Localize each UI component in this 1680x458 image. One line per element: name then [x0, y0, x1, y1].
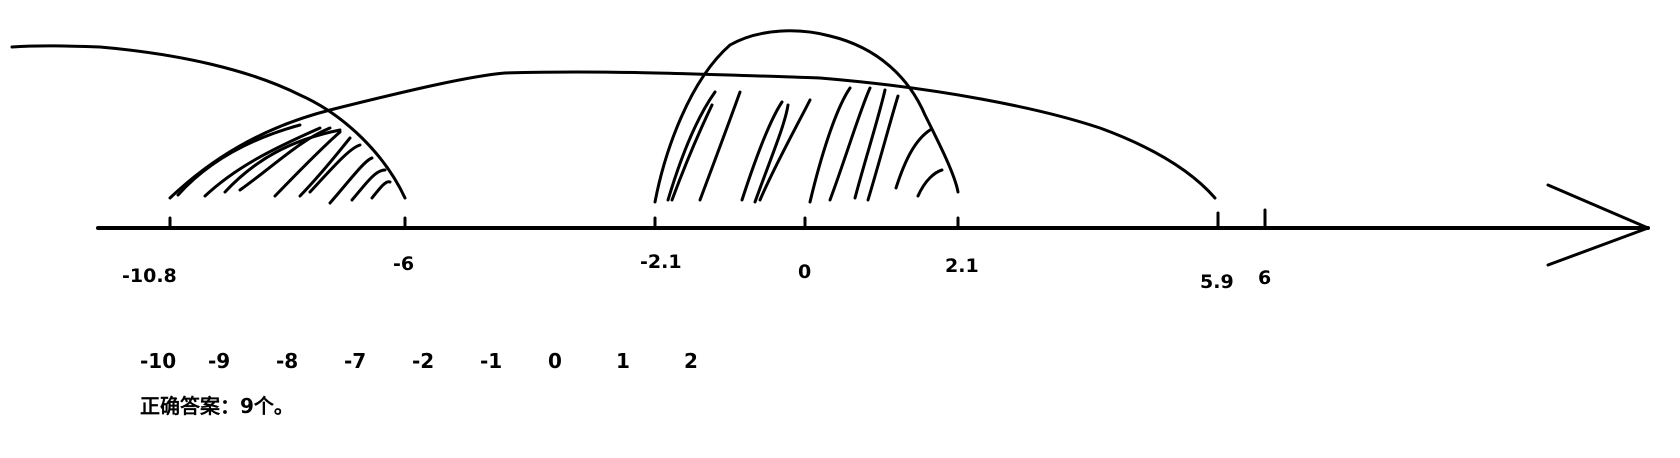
axis-label-minus-2-1: -2.1	[640, 251, 682, 273]
answer-text: 正确答案：9个。	[140, 394, 294, 418]
axis-label-2-1: 2.1	[945, 255, 979, 277]
arc-minus-2-1-to-2-1	[653, 29, 960, 204]
hatch-left-region	[176, 123, 392, 205]
axis-label-6: 6	[1258, 267, 1271, 289]
axis-label-minus-6: -6	[393, 253, 414, 275]
axis-arrowhead	[1546, 183, 1650, 267]
integer-minus-2: -2	[412, 349, 434, 373]
integer-0: 0	[548, 349, 562, 373]
axis-label-minus-10-8: -10.8	[122, 265, 177, 287]
integer-2: 2	[684, 349, 698, 373]
integer-minus-7: -7	[344, 349, 366, 373]
integer-minus-9: -9	[208, 349, 230, 373]
hatch-middle-region	[666, 86, 944, 204]
left-ray-arc	[10, 44, 407, 200]
axis-label-0: 0	[798, 261, 811, 283]
long-arc-minus-10-8-to-5-9	[168, 70, 1217, 200]
integer-minus-10: -10	[140, 349, 176, 373]
integer-minus-8: -8	[276, 349, 298, 373]
integer-1: 1	[616, 349, 630, 373]
axis-ticks	[168, 208, 1267, 230]
integer-minus-1: -1	[480, 349, 502, 373]
axis-label-5-9: 5.9	[1200, 271, 1234, 293]
